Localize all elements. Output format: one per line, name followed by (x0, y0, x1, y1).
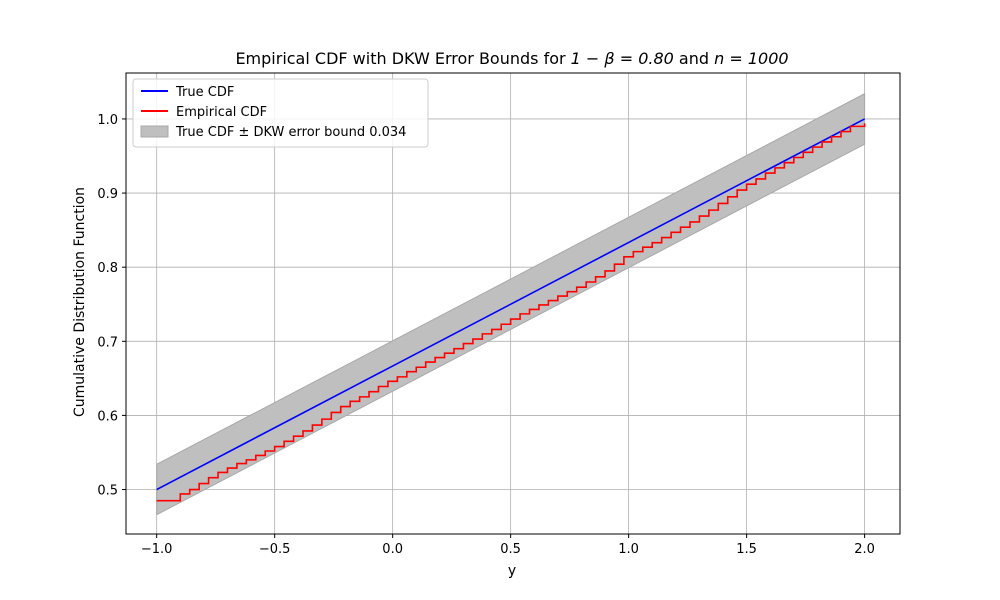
legend-label-true-cdf: True CDF (175, 85, 234, 100)
true-cdf-line (156, 118, 865, 491)
y-tick-label: 1.0 (97, 113, 118, 128)
axes-frame (125, 72, 901, 535)
x-tick-label: −1.0 (141, 542, 173, 557)
legend-swatch-dkw-band (140, 125, 169, 138)
y-tick-label: 0.5 (97, 484, 118, 499)
x-tick-label: 1.0 (618, 542, 639, 557)
y-ticks: 0.5 0.6 0.7 0.8 0.9 1.0 (97, 113, 126, 499)
legend: True CDF Empirical CDF True CDF ± DKW er… (132, 78, 429, 148)
chart-title: Empirical CDF with DKW Error Bounds for … (235, 49, 788, 68)
y-tick-label: 0.8 (97, 261, 118, 276)
x-tick-label: 1.5 (736, 542, 757, 557)
y-tick-label: 0.6 (97, 409, 118, 424)
y-tick-label: 0.9 (97, 187, 118, 202)
x-tick-label: 0.0 (382, 542, 403, 557)
y-tick-label: 0.7 (97, 335, 118, 350)
line-layer (156, 118, 866, 502)
legend-box (132, 78, 429, 148)
x-tick-label: 2.0 (854, 542, 875, 557)
legend-label-empirical-cdf: Empirical CDF (176, 105, 267, 120)
x-tick-label: −0.5 (259, 542, 291, 557)
y-axis-label: Cumulative Distribution Function (72, 187, 88, 417)
x-ticks: −1.0 −0.5 0.0 0.5 1.0 1.5 2.0 (141, 534, 875, 557)
x-axis-label: y (508, 563, 516, 579)
plot-area: −1.0 −0.5 0.0 0.5 1.0 1.5 2.0 0.5 0.6 0.7 0.8 0.9 1… (97, 72, 901, 557)
legend-label-dkw-band: True CDF ± DKW error bound 0.034 (175, 125, 406, 140)
empirical-cdf-line (156, 123, 866, 502)
x-tick-label: 0.5 (500, 542, 521, 557)
